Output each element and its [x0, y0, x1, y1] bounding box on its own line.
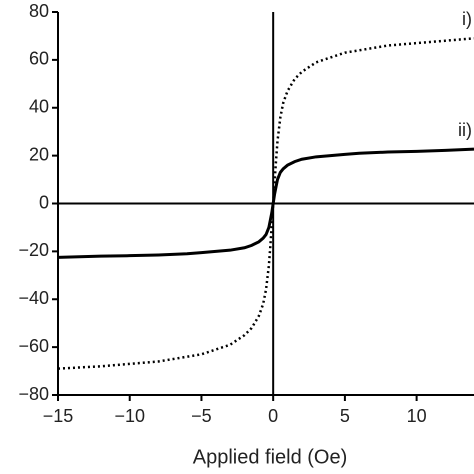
series-line — [57, 37, 474, 370]
x-tick-label: 10 — [407, 406, 427, 426]
y-tick-label: 20 — [29, 144, 49, 164]
y-tick-label: −20 — [18, 240, 49, 260]
y-tick-label: −60 — [18, 336, 49, 356]
y-tick-label: 60 — [29, 49, 49, 69]
x-tick-label: −5 — [191, 406, 212, 426]
y-tick-label: 0 — [39, 192, 49, 212]
series-label: i) — [462, 9, 472, 29]
series-line — [57, 147, 474, 259]
x-axis-label: Applied field (Oe) — [193, 446, 348, 468]
x-tick-label: 5 — [340, 406, 350, 426]
y-tick-label: −80 — [18, 384, 49, 404]
y-tick-label: −40 — [18, 288, 49, 308]
y-tick-label: 80 — [29, 1, 49, 21]
series-label: ii) — [458, 120, 472, 140]
x-tick-label: 0 — [268, 406, 278, 426]
y-tick-label: 40 — [29, 97, 49, 117]
x-tick-label: −15 — [43, 406, 74, 426]
x-tick-label: −10 — [114, 406, 145, 426]
